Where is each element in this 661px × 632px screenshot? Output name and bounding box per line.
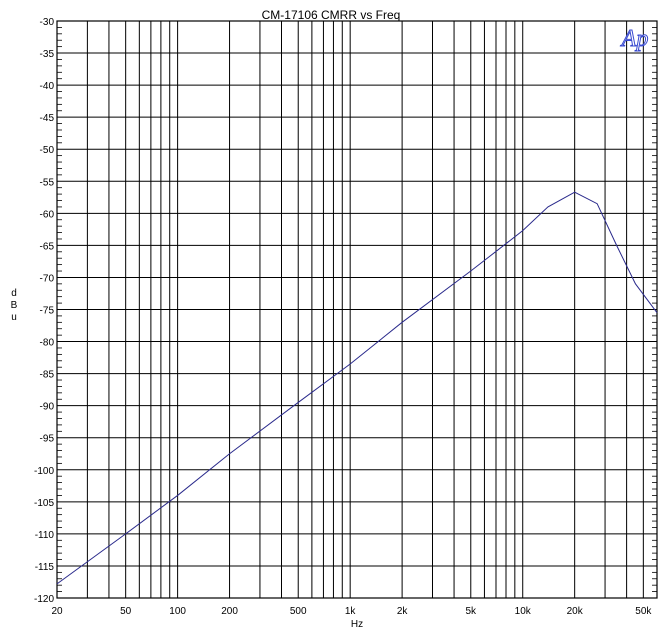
- y-label-char: u: [11, 312, 17, 323]
- y-tick-label: -30: [40, 17, 55, 28]
- y-label-char: d: [11, 288, 17, 299]
- plot-frame: [56, 20, 658, 599]
- y-tick-label: -50: [40, 145, 55, 156]
- y-tick-label: -75: [40, 306, 55, 317]
- y-tick-label: -65: [40, 241, 55, 252]
- y-tick-label: -85: [40, 370, 55, 381]
- x-tick-label: 2k: [397, 606, 409, 617]
- y-tick-label: -110: [35, 530, 55, 541]
- x-tick-label: 10k: [515, 606, 532, 617]
- y-tick-label: -40: [40, 81, 55, 92]
- x-tick-label: 100: [169, 606, 186, 617]
- y-tick-label: -35: [40, 49, 55, 60]
- x-tick-label: 5k: [465, 606, 477, 617]
- chart-title: CM-17106 CMRR vs Freq: [262, 8, 401, 22]
- y-label-char: B: [11, 300, 18, 311]
- ap-logo: Ap: [620, 26, 649, 52]
- y-tick-label: -70: [40, 273, 55, 284]
- cmrr-series-line: [56, 191, 658, 585]
- x-tick-label: 20k: [567, 606, 584, 617]
- y-tick-label: -120: [34, 594, 54, 605]
- x-tick-label: 20: [51, 606, 63, 617]
- y-tick-label: -100: [34, 466, 54, 477]
- y-tick-label: -55: [40, 177, 55, 188]
- y-tick-label: -60: [40, 209, 55, 220]
- x-tick-label: 500: [290, 606, 307, 617]
- y-tick-label: -45: [40, 113, 55, 124]
- y-tick-label: -115: [35, 562, 55, 573]
- x-tick-label: 50: [120, 606, 132, 617]
- x-tick-label: 200: [221, 606, 238, 617]
- x-tick-labels: 20 50 100 200 500 1k 2k 5k 10k 20k 50k: [51, 606, 652, 617]
- y-tick-label: -90: [40, 402, 55, 413]
- y-tick-labels: -30 -35 -40 -45 -50 -55 -60 -65 -70 -75 -80 -85 -90 -…: [34, 17, 54, 605]
- x-axis-label: Hz: [351, 619, 363, 630]
- grid-lines: [56, 20, 658, 599]
- y-tick-label: -80: [40, 338, 55, 349]
- x-tick-label: 50k: [635, 606, 652, 617]
- x-tick-label: 1k: [345, 606, 357, 617]
- y-tick-label: -95: [40, 434, 55, 445]
- y-tick-label: -105: [34, 498, 54, 509]
